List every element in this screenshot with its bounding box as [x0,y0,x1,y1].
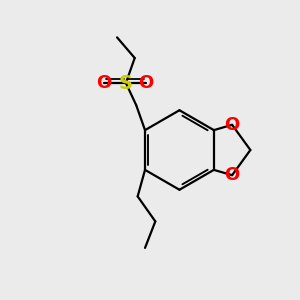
Text: O: O [224,166,240,184]
Text: O: O [96,74,111,92]
Text: O: O [224,116,240,134]
Text: S: S [119,74,133,92]
Text: O: O [138,74,154,92]
